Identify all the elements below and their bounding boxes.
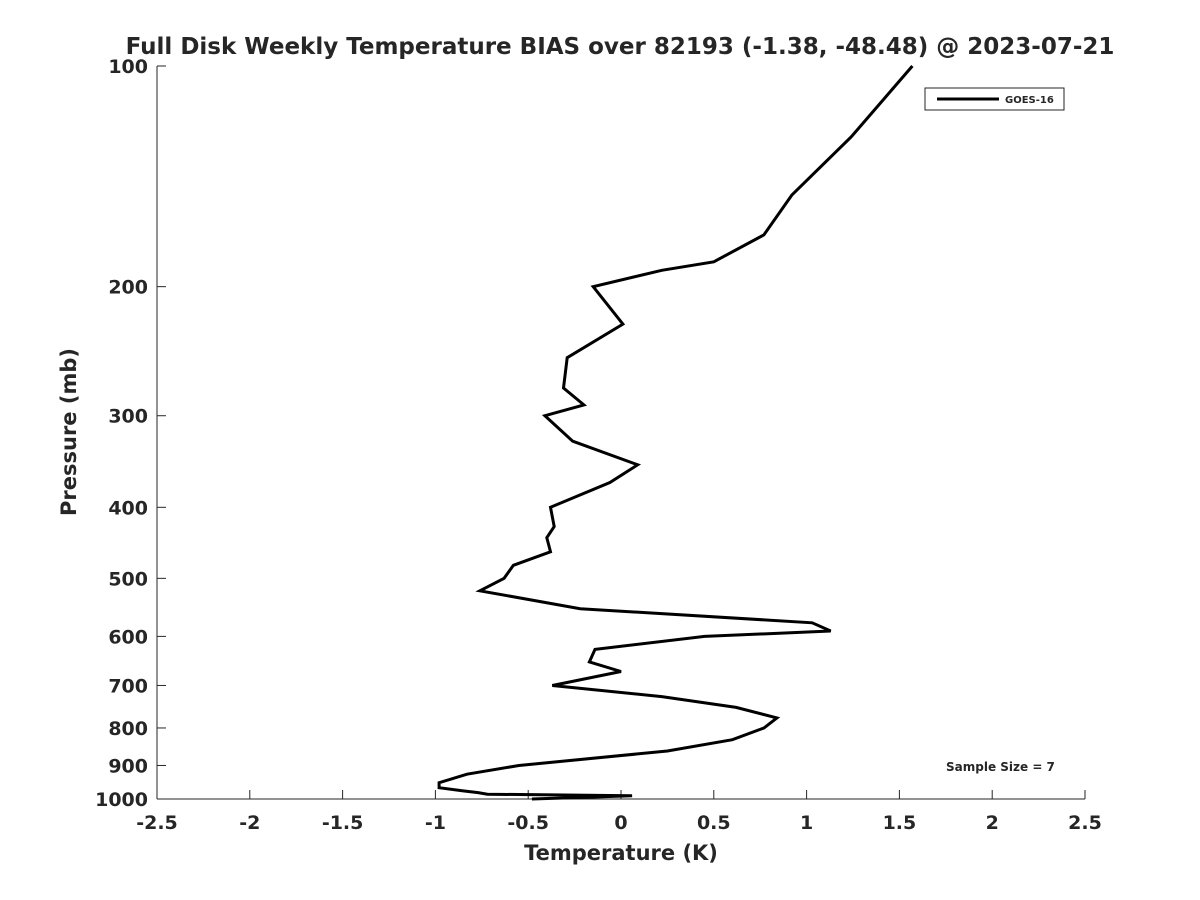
- y-tick-label: 400: [108, 497, 148, 519]
- x-axis-ticks: -2.5 -2 -1.5 -1 -0.5 0 0.5 1 1.5 2 2.5: [136, 790, 1102, 834]
- x-tick-label: 2.5: [1068, 812, 1102, 834]
- x-tick-label: -2.5: [136, 812, 178, 834]
- x-tick-label: -1.5: [322, 812, 364, 834]
- y-tick-label: 500: [108, 568, 148, 590]
- y-axis-label: Pressure (mb): [57, 348, 81, 516]
- y-tick-label: 100: [108, 56, 148, 78]
- y-tick-label: 900: [108, 755, 148, 777]
- x-tick-label: -2: [239, 812, 260, 834]
- y-tick-label: 300: [108, 406, 148, 428]
- x-tick-label: 2: [986, 812, 999, 834]
- x-tick-label: -0.5: [507, 812, 549, 834]
- legend-label-goes-16: GOES-16: [1005, 95, 1054, 106]
- y-tick-label: 800: [108, 718, 148, 740]
- y-tick-label: 600: [108, 626, 148, 648]
- x-tick-label: 1: [800, 812, 813, 834]
- sample-size-annotation: Sample Size = 7: [946, 760, 1055, 774]
- series-layer: [437, 65, 914, 801]
- x-tick-label: -1: [425, 812, 446, 834]
- x-tick-label: 0.5: [697, 812, 731, 834]
- x-tick-label: 0: [614, 812, 627, 834]
- legend: GOES-16: [924, 87, 1065, 111]
- y-tick-label: 700: [108, 675, 148, 697]
- y-axis-ticks: 100 200 300 400 500 600 700 800 900 1000: [95, 56, 166, 811]
- chart-title: Full Disk Weekly Temperature BIAS over 8…: [126, 34, 1115, 60]
- plot-area: -2.5 -2 -1.5 -1 -0.5 0 0.5 1 1.5 2 2.5 100 200 300 40…: [95, 56, 1102, 834]
- x-tick-label: 1.5: [883, 812, 917, 834]
- x-axis-label: Temperature (K): [524, 841, 718, 865]
- series-line-goes-16: [437, 65, 914, 801]
- y-tick-label: 200: [108, 277, 148, 299]
- y-tick-label: 1000: [95, 789, 148, 811]
